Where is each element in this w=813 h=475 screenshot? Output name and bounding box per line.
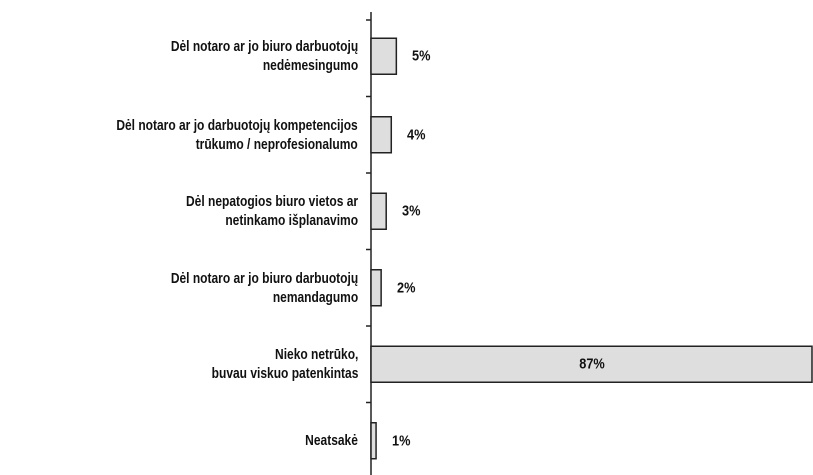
value-label: 4%: [407, 126, 426, 144]
bar: [370, 116, 393, 154]
value-label: 3%: [402, 202, 421, 220]
bar: [370, 345, 813, 383]
bar: [370, 37, 398, 75]
bar: [370, 269, 382, 307]
category-label: Dėl notaro ar jo biuro darbuotojų nedėme…: [170, 38, 358, 75]
category-label: Neatsakė: [305, 432, 358, 450]
value-label: 5%: [412, 47, 431, 65]
bar: [370, 422, 377, 460]
category-label: Dėl notaro ar jo darbuotojų kompetencijo…: [116, 116, 358, 153]
value-label: 1%: [392, 432, 411, 450]
value-label: 87%: [578, 355, 605, 373]
category-label: Dėl notaro ar jo biuro darbuotojų nemand…: [170, 269, 358, 306]
category-label: Nieko netrūko, buvau viskuo patenkintas: [211, 346, 358, 383]
value-label: 2%: [397, 279, 416, 297]
bar: [370, 192, 387, 230]
category-label: Dėl nepatogios biuro vietos ar netinkamo…: [185, 193, 358, 230]
